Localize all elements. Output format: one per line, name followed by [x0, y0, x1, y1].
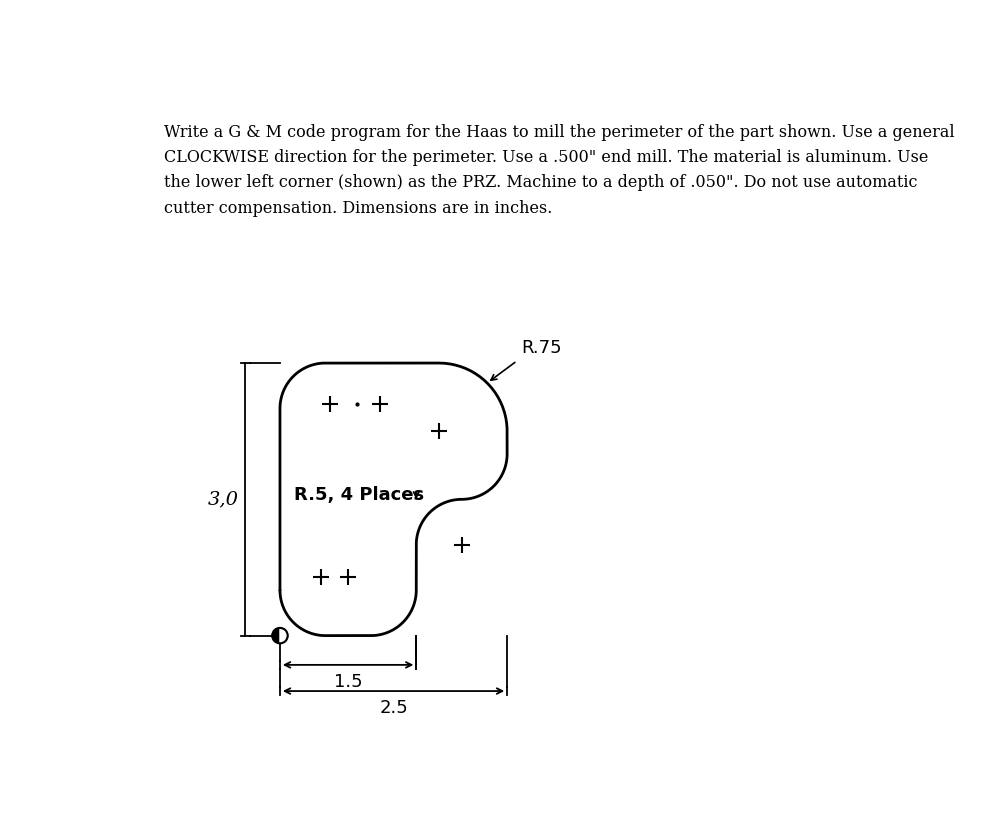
Text: Write a G & M code program for the Haas to mill the perimeter of the part shown.: Write a G & M code program for the Haas … [164, 124, 955, 141]
Text: cutter compensation. Dimensions are in inches.: cutter compensation. Dimensions are in i… [164, 200, 553, 217]
Text: CLOCKWISE direction for the perimeter. Use a .500" end mill. The material is alu: CLOCKWISE direction for the perimeter. U… [164, 149, 929, 166]
Circle shape [273, 628, 288, 643]
Polygon shape [280, 628, 288, 643]
Text: R.5, 4 Places: R.5, 4 Places [293, 486, 424, 504]
Text: R.75: R.75 [521, 339, 561, 357]
Text: the lower left corner (shown) as the PRZ. Machine to a depth of .050". Do not us: the lower left corner (shown) as the PRZ… [164, 174, 918, 191]
Text: 3,0: 3,0 [208, 490, 239, 508]
Text: 1.5: 1.5 [334, 673, 363, 691]
Text: 2.5: 2.5 [379, 699, 408, 717]
